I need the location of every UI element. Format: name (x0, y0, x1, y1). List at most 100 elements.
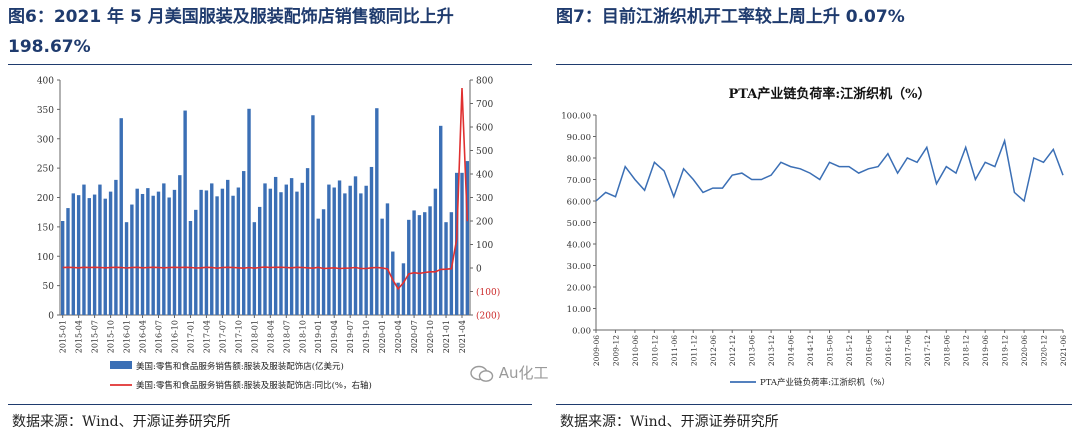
bar (108, 191, 113, 315)
bar (433, 188, 438, 315)
x-tick-label: 2015-06 (826, 335, 835, 366)
loom-rate-series-line (595, 138, 1064, 203)
bar (369, 166, 374, 315)
bar (215, 196, 219, 315)
bar (289, 178, 294, 315)
bar (226, 179, 230, 315)
bar (364, 185, 368, 315)
x-tick-label: 2019-01 (314, 320, 323, 353)
bar (417, 215, 422, 315)
x-tick-label: 2019-04 (330, 320, 339, 353)
x-tick-label: 2010-06 (631, 335, 640, 366)
chart-title: PTA产业链负荷率:江浙织机（%） (729, 86, 931, 102)
x-tick-label: 2010-12 (650, 335, 659, 366)
bar (130, 204, 134, 315)
wechat-icon (470, 365, 494, 382)
x-tick-label: 2016-07 (155, 320, 164, 353)
x-tick-label: 2013-06 (748, 335, 757, 366)
bar (135, 188, 139, 315)
y-tick-label: 50.00 (567, 219, 591, 229)
x-tick-label: 2018-04 (266, 320, 275, 353)
left-y-tick-label: 100 (37, 253, 54, 263)
bar (178, 175, 182, 315)
x-tick-label: 2016-10 (170, 320, 179, 353)
bar (380, 218, 384, 315)
bar (311, 115, 315, 315)
x-tick-label: 2021-04 (458, 320, 467, 353)
bar (162, 183, 166, 315)
x-tick-label: 2017-01 (186, 320, 195, 353)
x-tick-label: 2018-12 (962, 335, 971, 366)
bar (210, 183, 214, 315)
x-tick-label: 2018-01 (250, 320, 259, 353)
x-tick-label: 2014-06 (787, 335, 796, 366)
bar (343, 193, 347, 315)
right-y-tick-label: 100 (476, 241, 493, 251)
bar (359, 193, 363, 315)
y-tick-label: 70.00 (567, 176, 591, 186)
x-tick-label: 2020-10 (426, 320, 435, 353)
bar (92, 194, 97, 315)
figure-7-bottom-rule (556, 404, 1072, 405)
bar (103, 198, 107, 315)
x-tick-label: 2018-07 (282, 320, 291, 353)
bar (375, 108, 379, 315)
bar (391, 251, 395, 315)
bar (114, 179, 118, 315)
right-y-tick-label: 800 (476, 77, 493, 87)
y-tick-label: 100.00 (561, 112, 591, 122)
bar (156, 191, 161, 315)
y-tick-label: 80.00 (567, 155, 591, 165)
bar (428, 206, 432, 315)
x-tick-label: 2020-07 (410, 320, 419, 353)
figure-6-title: 图6：2021 年 5 月美国服装及服装配饰店销售额同比上升 198.67% (8, 7, 454, 57)
x-tick-label: 2013-12 (767, 335, 776, 366)
bar (199, 189, 203, 315)
x-tick-label: 2009-12 (611, 335, 620, 366)
left-y-tick-label: 0 (48, 312, 54, 322)
legend-line-label: 美国:零售和食品服务销售额:服装及服装配饰店:同比(%，右轴) (136, 380, 372, 391)
x-tick-label: 2009-06 (592, 335, 601, 366)
x-tick-label: 2012-12 (728, 335, 737, 366)
bar (241, 171, 246, 315)
bar (60, 221, 65, 315)
left-y-tick-label: 50 (43, 282, 55, 292)
y-tick-label: 10.00 (567, 305, 591, 315)
x-tick-label: 2016-12 (884, 335, 893, 366)
x-tick-label: 2017-10 (234, 320, 243, 353)
x-tick-label: 2015-07 (91, 320, 100, 353)
watermark-logo: Au化工 (470, 362, 590, 390)
bar (460, 172, 464, 315)
x-tick-label: 2019-10 (362, 320, 371, 353)
bar (119, 118, 123, 315)
bar (71, 193, 76, 315)
left-y-tick-label: 350 (37, 106, 54, 116)
x-tick-label: 2016-04 (139, 320, 148, 353)
bar (82, 184, 86, 315)
bar (401, 263, 406, 315)
bar (87, 198, 91, 315)
y-tick-label: 40.00 (567, 241, 591, 251)
x-tick-label: 2017-12 (923, 335, 932, 366)
x-tick-label: 2019-12 (1001, 335, 1010, 366)
x-tick-label: 2020-04 (394, 320, 403, 353)
right-y-tick-label: 500 (476, 147, 493, 157)
x-tick-label: 2018-10 (298, 320, 307, 353)
figure-6-panel: 图6：2021 年 5 月美国服装及服装配饰店销售额同比上升 198.67% 0… (8, 7, 532, 430)
bar (167, 197, 171, 315)
bar (98, 184, 102, 315)
bar (423, 212, 427, 315)
bar (454, 172, 459, 315)
figure-6-chart: 0 50 100 150 200 250 300 350 400 (200) (100) 0 100 20… (37, 77, 500, 392)
bar (396, 282, 400, 315)
left-y-tick-label: 200 (37, 194, 54, 204)
x-tick-label: 2017-04 (202, 320, 211, 353)
figure-7-chart: PTA产业链负荷率:江浙织机（%） 0.00 10.00 20.00 30.00 40.0… (561, 86, 1068, 388)
x-tick-label: 2021-06 (1059, 335, 1068, 366)
bar (407, 219, 411, 315)
bar (305, 168, 310, 315)
bar (247, 108, 251, 315)
bar (236, 187, 241, 315)
yoy-series-line (62, 87, 469, 291)
left-y-tick-label: 400 (37, 77, 54, 87)
